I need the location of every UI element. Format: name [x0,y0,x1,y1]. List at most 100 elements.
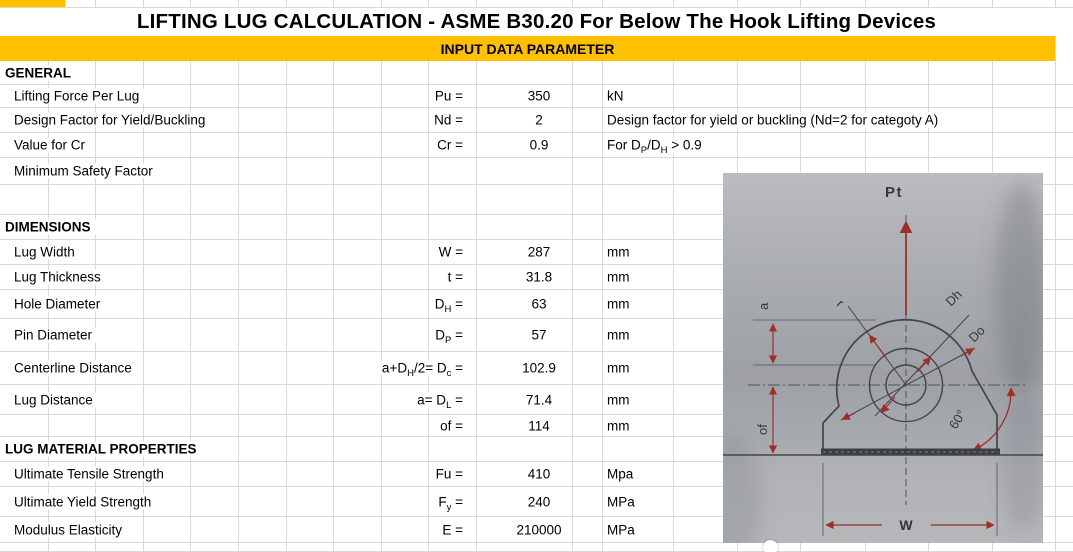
sheet-row: Value for Cr Cr = 0.9 For DP/DH > 0.9 [0,133,1073,158]
extension-lines [753,319,876,366]
value-cell[interactable]: 71.4 [525,392,553,407]
value-cell[interactable]: 240 [527,494,551,509]
value-cell[interactable]: 2 [535,112,543,128]
symbol-cell: W = [434,244,467,260]
row-label: Lug Distance [8,392,99,407]
unit-cell: mm [607,360,635,376]
unit-cell: mm [607,327,635,343]
lug-outline [822,318,998,455]
hole-dia-arrow-sw [880,396,896,414]
symbol-cell: Pu = [430,88,467,104]
sheet-row: Design Factor for Yield/Buckling Nd = 2 Des… [0,108,1073,133]
value-cell[interactable]: 410 [527,466,551,482]
symbol-cell: DH = [430,296,467,314]
top-partial-row [0,0,1073,8]
gridline [286,0,287,552]
row-label: Lifting Force Per Lug [8,88,146,104]
section-row: GENERAL [0,61,1073,85]
cell-a1[interactable] [0,0,66,7]
gridline [673,0,674,552]
sheet-row: Lug Thickness t = 31.8 mm [0,265,1073,290]
unit-cell: kN [607,88,629,104]
row-label: Value for Cr [8,137,92,153]
row-label: Design Factor for Yield/Buckling [8,112,212,128]
sheet-row: Minimum Safety Factor [0,158,1073,185]
row-label: LUG MATERIAL PROPERTIES [0,441,203,457]
sheet-row: Centerline Distance a+DH/2= Dc = 102.9 mm [0,352,1073,385]
value-cell[interactable]: 57 [531,327,547,343]
angle-arc [972,387,1016,451]
sheet-row [0,185,1073,215]
unit-cell: Mpa [607,466,639,482]
unit-cell: mm [607,269,635,285]
row-label: DIMENSIONS [0,219,97,235]
gridline [1055,0,1056,552]
gridline [572,0,573,552]
row-label: Pin Diameter [8,327,99,343]
sheet-row: Hole Diameter DH = 63 mm [0,290,1073,319]
outer-dia-arrow-e [960,348,975,357]
value-cell[interactable]: 31.8 [525,269,553,285]
sheet-row: Lug Distance a= DL = 71.4 mm [0,385,1073,415]
dim-of-label: of [755,424,770,435]
value-cell[interactable]: 0.9 [529,137,549,153]
sheet-row: Lug Width W = 287 mm [0,240,1073,265]
hole-dia-line [874,314,970,417]
gridline [190,0,191,552]
gridline [381,0,382,552]
radius-arrow [868,334,886,357]
value-cell[interactable]: 287 [527,244,551,260]
photo-background [723,173,1043,543]
row-label: GENERAL [0,65,78,80]
section-row: LUG MATERIAL PROPERTIES [0,437,1073,462]
lug-diagram-photo[interactable]: Pt a of r Dh Do [701,173,1047,552]
sheet-row [0,543,1073,552]
unit-cell: mm [607,392,635,407]
force-label: Pt [885,184,903,201]
gridline [602,0,603,552]
comment-cell: Design factor for yield or buckling (Nd=… [607,112,945,128]
symbol-cell: a= DL = [413,392,467,410]
symbol-cell: of = [436,418,467,433]
value-cell[interactable]: 210000 [516,522,562,537]
image-resize-handle[interactable] [763,540,778,552]
value-cell[interactable]: 350 [527,88,551,104]
unit-cell: mm [607,244,635,260]
w-extension-lines [822,463,998,536]
sheet-row: of = 114 mm [0,415,1073,437]
symbol-cell: Fy = [434,494,467,512]
outer-dia-arrow-w [841,412,856,420]
section-row: DIMENSIONS [0,215,1073,240]
gridline [476,0,477,552]
hole-dia-arrow-ne [916,356,932,373]
input-data-band: INPUT DATA PARAMETER [0,36,1055,61]
unit-cell: mm [607,418,635,433]
band-label: INPUT DATA PARAMETER [440,40,615,57]
symbol-cell: Fu = [431,466,467,482]
value-cell[interactable]: 63 [531,296,547,312]
title-row: LIFTING LUG CALCULATION - ASME B30.20 Fo… [0,8,1073,36]
row-label: Hole Diameter [8,296,107,312]
row-label: Centerline Distance [8,360,138,376]
width-label: W [899,517,913,533]
row-label: Minimum Safety Factor [8,163,159,179]
gridline [238,0,239,552]
hole-circle [868,347,944,423]
outer-dia-line [840,347,976,421]
symbol-cell: Nd = [430,112,467,128]
unit-cell: mm [607,296,635,312]
symbol-cell: t = [443,269,467,285]
symbol-cell: Cr = [433,137,467,153]
page-title: LIFTING LUG CALCULATION - ASME B30.20 Fo… [136,10,937,33]
gridline [428,0,429,552]
value-cell[interactable]: 102.9 [522,360,556,376]
unit-cell: MPa [607,494,640,509]
value-cell[interactable]: 114 [528,418,550,433]
row-label: Lug Thickness [8,269,107,285]
sheet-row: Ultimate Tensile Strength Fu = 410 Mpa [0,462,1073,487]
sheet-row: Ultimate Yield Strength Fy = 240 MPa [0,487,1073,517]
symbol-cell: DP = [431,327,467,345]
gridline [143,0,144,552]
row-label: Modulus Elasticity [8,522,129,537]
